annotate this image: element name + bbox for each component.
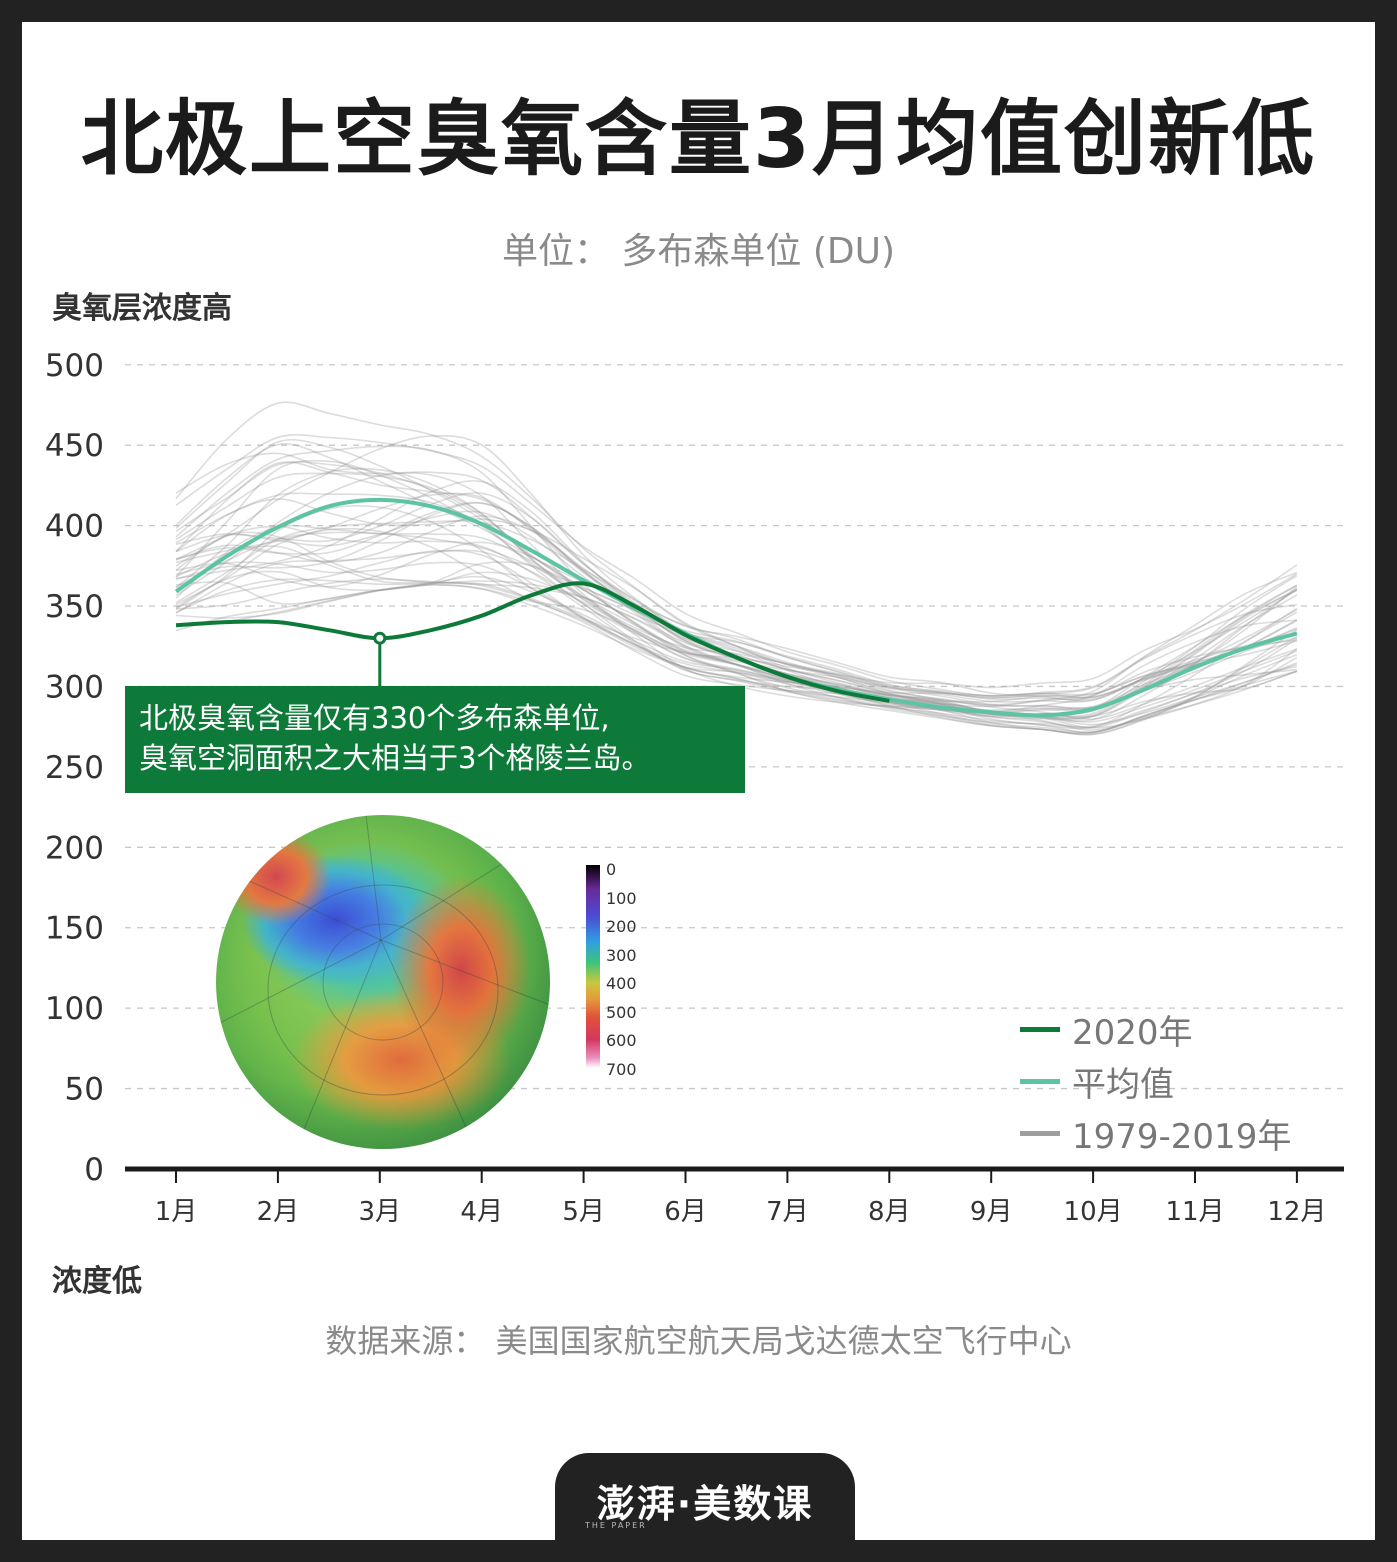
history-line <box>175 549 1298 723</box>
logo-subtext: THE PAPER <box>585 1521 647 1530</box>
y-tick-450: 450 <box>45 428 104 464</box>
y-tick-250: 250 <box>45 750 104 786</box>
history-line <box>175 459 1298 703</box>
legend-swatch-2020 <box>1020 1026 1060 1032</box>
colorbar-tick-500: 500 <box>606 1002 637 1022</box>
y-axis-high-label: 臭氧层浓度高 <box>52 291 232 326</box>
history-line <box>175 578 1298 733</box>
legend-item-average: 平均值 <box>1020 1055 1291 1107</box>
history-line <box>175 443 1298 699</box>
ozone-globe-map <box>216 815 550 1149</box>
annotation-line-2: 臭氧空洞面积之大相当于3个格陵兰岛。 <box>139 741 651 775</box>
series-2020-line <box>175 581 890 703</box>
history-line <box>175 492 1298 716</box>
logo-text: 澎湃·美数课 <box>596 1482 814 1526</box>
legend: 2020年 平均值 1979-2019年 <box>1020 1003 1291 1159</box>
history-line <box>175 461 1298 699</box>
x-tick-4: 4月 <box>460 1197 503 1227</box>
y-tick-400: 400 <box>45 509 104 545</box>
legend-swatch-average <box>1020 1078 1060 1084</box>
colorbar-tick-100: 100 <box>606 888 637 908</box>
colorbar-tick-200: 200 <box>606 917 637 936</box>
history-line <box>175 570 1298 734</box>
y-tick-150: 150 <box>45 911 104 947</box>
colorbar-tick-600: 600 <box>606 1031 637 1050</box>
y-tick-500: 500 <box>45 348 104 384</box>
chart-subtitle: 单位： 多布森单位 (DU) <box>501 231 896 272</box>
legend-label-average: 平均值 <box>1072 1064 1174 1105</box>
gridlines <box>125 364 1344 1172</box>
chart-title: 北极上空臭氧含量3月均值创新低 <box>80 92 1317 187</box>
x-tick-8: 8月 <box>868 1197 911 1227</box>
y-tick-350: 350 <box>45 589 104 625</box>
x-tick-2: 2月 <box>257 1197 300 1227</box>
data-source: 数据来源： 美国国家航空航天局戈达德太空飞行中心 <box>325 1322 1072 1360</box>
history-line <box>175 502 1298 721</box>
history-line <box>175 510 1298 720</box>
y-tick-300: 300 <box>45 669 104 705</box>
y-tick-200: 200 <box>45 830 104 866</box>
colorbar-tick-700: 700 <box>606 1059 637 1079</box>
history-line <box>175 452 1298 702</box>
y-tick-100: 100 <box>45 991 104 1027</box>
legend-label-2020: 2020年 <box>1072 1012 1193 1053</box>
history-line <box>175 561 1298 731</box>
history-line <box>175 571 1298 735</box>
colorbar-tick-400: 400 <box>606 974 637 993</box>
y-tick-50: 50 <box>65 1072 104 1108</box>
annotation-box: 北极臭氧含量仅有330个多布森单位, 臭氧空洞面积之大相当于3个格陵兰岛。 <box>125 686 745 793</box>
x-tick-1: 1月 <box>155 1197 198 1227</box>
history-line <box>175 445 1298 699</box>
annotation-line-1: 北极臭氧含量仅有330个多布森单位, <box>139 701 610 735</box>
marker-point <box>373 631 387 645</box>
history-line <box>175 435 1298 706</box>
x-tick-labels: 1月 2月 3月 4月 5月 6月 7月 8月 9月 10月 11月 12月 <box>155 1169 1326 1227</box>
history-line <box>175 467 1298 708</box>
history-line <box>175 472 1298 703</box>
history-line <box>175 575 1298 736</box>
history-line <box>175 461 1298 701</box>
x-tick-12: 12月 <box>1267 1197 1326 1227</box>
history-line <box>175 438 1298 697</box>
history-line <box>175 525 1298 720</box>
history-lines-1979-2019 <box>175 401 1298 736</box>
globe-shading <box>216 815 550 1149</box>
colorbar-tick-0: 0 <box>606 860 617 879</box>
history-line <box>175 401 1298 689</box>
marker-2020-march <box>373 631 387 690</box>
history-line <box>175 561 1298 736</box>
globe-graticule <box>216 815 550 1149</box>
y-tick-0: 0 <box>84 1152 104 1188</box>
legend-swatch-history <box>1020 1130 1060 1136</box>
history-line <box>175 549 1298 729</box>
x-tick-10: 10月 <box>1064 1197 1123 1227</box>
colorbar <box>586 865 600 1068</box>
history-line <box>175 578 1298 728</box>
history-line <box>175 472 1297 713</box>
y-axis-low-label: 浓度低 <box>52 1264 142 1299</box>
y-tick-labels: 0 50 100 150 200 250 300 350 400 450 500 <box>45 348 104 1188</box>
history-line <box>175 541 1298 730</box>
history-line <box>175 527 1298 718</box>
history-line <box>175 434 1298 697</box>
x-tick-11: 11月 <box>1165 1197 1224 1227</box>
history-line <box>175 531 1298 726</box>
x-tick-3: 3月 <box>359 1197 402 1227</box>
x-tick-5: 5月 <box>562 1197 605 1227</box>
x-tick-9: 9月 <box>970 1197 1013 1227</box>
main-series <box>174 497 1298 718</box>
x-tick-6: 6月 <box>664 1197 707 1227</box>
brand-logo: 澎湃·美数课 THE PAPER <box>555 1453 855 1562</box>
legend-item-history: 1979-2019年 <box>1020 1107 1291 1159</box>
history-line <box>175 583 1298 734</box>
legend-label-history: 1979-2019年 <box>1072 1116 1292 1157</box>
legend-item-2020: 2020年 <box>1020 1003 1291 1055</box>
x-tick-7: 7月 <box>766 1197 809 1227</box>
colorbar-tick-300: 300 <box>606 945 637 965</box>
